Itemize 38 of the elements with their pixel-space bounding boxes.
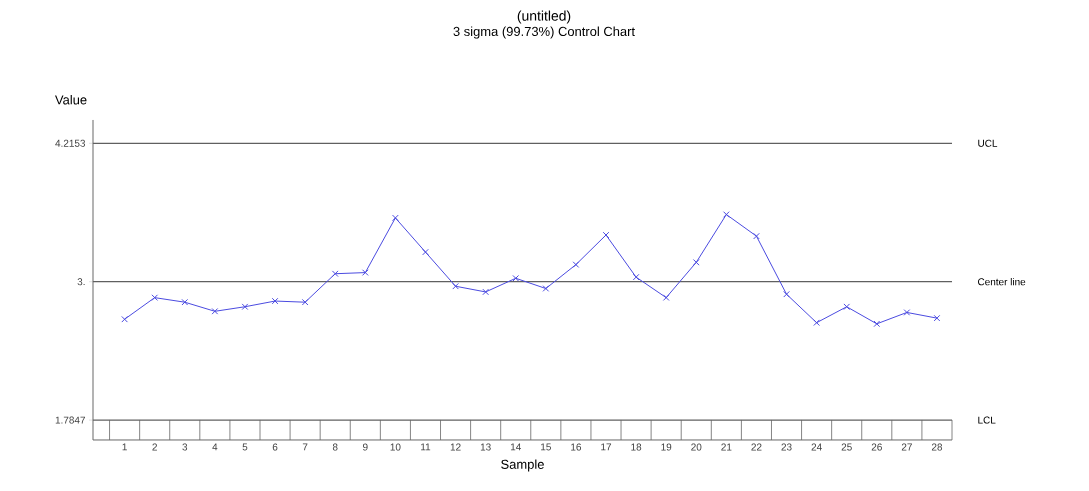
x-tick-label: 12 [450, 443, 461, 451]
x-tick-label: 6 [272, 443, 278, 451]
x-tick-label: 15 [541, 443, 551, 451]
x-tick-label: 21 [721, 443, 732, 451]
y-tick-label: 3. [77, 278, 85, 286]
x-tick-label: 24 [811, 443, 822, 451]
x-tick-label: 2 [152, 443, 157, 451]
x-tick-label: 18 [631, 443, 642, 451]
y-tick-label: 4.2153 [55, 139, 86, 147]
x-tick-label: 17 [601, 443, 612, 451]
x-tick-label: 5 [242, 443, 248, 451]
x-tick-label: 7 [302, 443, 308, 451]
x-tick-label: 26 [871, 443, 882, 451]
x-tick-label: 4 [212, 443, 218, 451]
y-axis-title: Value [54, 94, 87, 105]
chart-title: (untitled) [517, 10, 571, 24]
x-tick-label: 13 [480, 443, 491, 451]
x-tick-label: 8 [332, 443, 338, 451]
x-tick-label: 20 [691, 443, 702, 451]
x-tick-label: 11 [421, 443, 431, 451]
x-tick-label: 16 [571, 443, 582, 451]
ref-line-label: LCL [978, 416, 996, 424]
x-tick-label: 23 [781, 443, 792, 451]
x-tick-label: 14 [510, 443, 521, 451]
x-tick-label: 10 [390, 443, 401, 451]
x-axis-title: Sample [501, 459, 544, 472]
x-tick-label: 25 [841, 443, 852, 451]
chart-subtitle: 3 sigma (99.73%) Control Chart [453, 26, 635, 39]
y-tick-label: 1.7847 [55, 416, 85, 424]
ref-line-label: UCL [978, 139, 998, 147]
ref-line-label: Center line [978, 278, 1026, 286]
x-tick-label: 19 [661, 443, 672, 451]
x-tick-label: 3 [182, 443, 188, 451]
x-tick-label: 9 [363, 443, 368, 451]
x-tick-label: 28 [931, 443, 943, 451]
x-tick-label: 22 [751, 443, 762, 451]
x-tick-label: 1 [122, 443, 127, 451]
x-tick-label: 27 [901, 443, 912, 451]
